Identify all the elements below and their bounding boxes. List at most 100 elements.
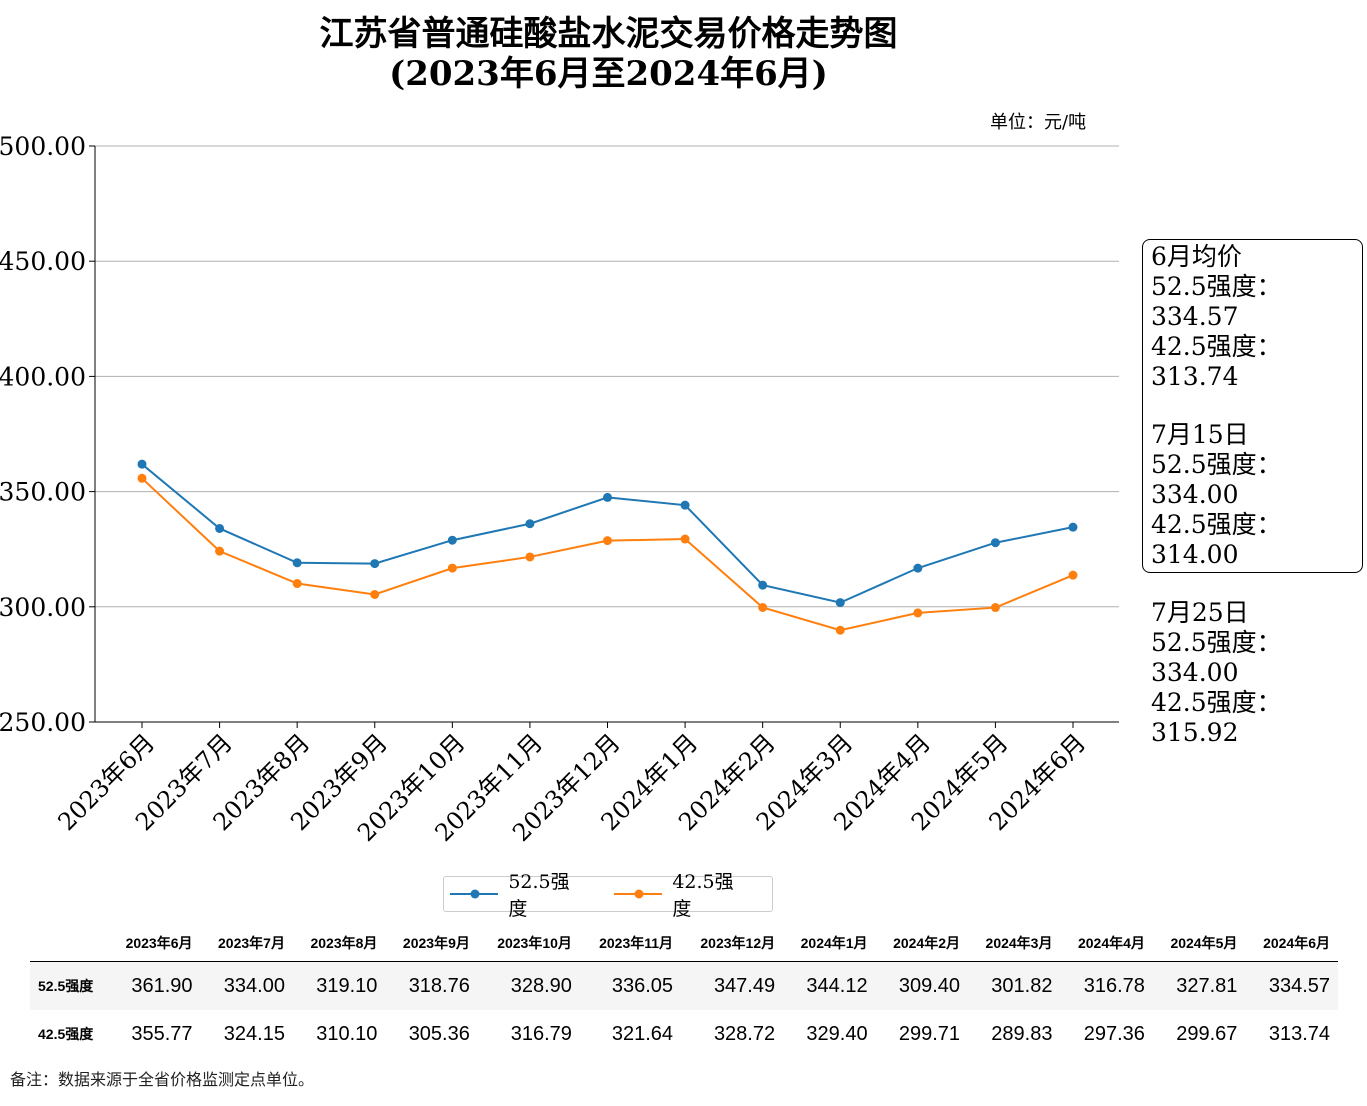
table-header: 2023年9月 bbox=[385, 925, 478, 962]
chart-subtitle: (2023年6月至2024年6月) bbox=[389, 54, 828, 94]
table-header: 2023年8月 bbox=[292, 925, 386, 962]
note-line: 52.5强度：334.57 bbox=[1151, 272, 1282, 331]
data-point bbox=[292, 558, 302, 568]
table-cell: 328.72 bbox=[713, 1022, 776, 1045]
table-cell: 305.36 bbox=[408, 1022, 470, 1045]
y-tick-label: 500.00 bbox=[0, 132, 86, 161]
legend-label: 42.5强度 bbox=[672, 871, 734, 920]
legend-item: 52.5强度 bbox=[450, 867, 586, 921]
table-header: 2023年12月 bbox=[681, 925, 784, 962]
data-point bbox=[603, 492, 612, 502]
table-cell: 318.76 bbox=[385, 961, 478, 1010]
table-cell: 361.90 bbox=[108, 961, 201, 1010]
row-label: 42.5强度 bbox=[38, 1026, 94, 1042]
note-line: 7月15日 bbox=[1151, 420, 1249, 449]
data-point bbox=[913, 563, 923, 573]
note-line: 6月均价 bbox=[1151, 242, 1242, 271]
table-cell: 355.77 bbox=[131, 1022, 193, 1045]
table-cell: 334.57 bbox=[1245, 961, 1338, 1010]
data-point bbox=[447, 563, 457, 573]
data-point bbox=[603, 536, 612, 546]
data-point bbox=[758, 602, 768, 612]
note-line: 42.5强度：313.74 bbox=[1151, 332, 1282, 391]
data-point bbox=[990, 603, 1000, 613]
data-point bbox=[525, 552, 535, 562]
table-header: 2024年6月 bbox=[1245, 925, 1338, 962]
data-point bbox=[137, 459, 147, 469]
data-point bbox=[835, 625, 845, 635]
note-line: 52.5强度：334.00 bbox=[1151, 628, 1282, 687]
table-cell: 328.90 bbox=[477, 961, 580, 1010]
y-tick-label: 350.00 bbox=[0, 478, 86, 507]
data-point bbox=[990, 538, 1000, 548]
table-cell: 329.40 bbox=[806, 1022, 868, 1045]
table-cell: 313.74 bbox=[1268, 1022, 1330, 1045]
note-line: 52.5强度：334.00 bbox=[1151, 450, 1282, 509]
table-cell: 297.36 bbox=[1083, 1022, 1145, 1045]
data-point bbox=[215, 523, 225, 533]
data-point bbox=[913, 608, 923, 618]
data-point bbox=[1068, 522, 1078, 532]
note-spacer bbox=[1151, 392, 1354, 420]
data-point bbox=[370, 589, 380, 599]
table-cell: 289.83 bbox=[991, 1022, 1053, 1045]
row-label: 52.5强度 bbox=[30, 961, 109, 1010]
table-header: 2023年11月 bbox=[579, 925, 682, 962]
table-header: 2023年7月 bbox=[200, 925, 293, 962]
table-header: 2023年10月 bbox=[477, 925, 580, 962]
footnote: 备注：数据来源于全省价格监测定点单位。 bbox=[10, 1070, 315, 1089]
table-cell: 324.15 bbox=[223, 1022, 285, 1045]
data-point bbox=[137, 473, 147, 483]
note-line: 7月25日 bbox=[1151, 598, 1249, 627]
price-note-box: 6月均价 52.5强度：334.57 42.5强度：313.74 7月15日 52.5强… bbox=[1142, 239, 1363, 747]
legend-label: 52.5强度 bbox=[508, 871, 570, 920]
series-line-0 bbox=[141, 463, 1074, 604]
table-header: 2024年1月 bbox=[783, 925, 876, 962]
y-tick-label: 300.00 bbox=[0, 593, 86, 622]
note-spacer bbox=[1151, 570, 1354, 598]
legend-item: 42.5强度 bbox=[614, 867, 750, 921]
line-chart: 250.00300.00350.00400.00450.00500.002023… bbox=[0, 132, 1119, 847]
table-header: 2023年6月 bbox=[108, 925, 201, 962]
table-header: 2024年2月 bbox=[875, 925, 969, 962]
table-cell: 347.49 bbox=[681, 961, 784, 1010]
table-cell: 316.79 bbox=[510, 1022, 572, 1045]
note-line: 42.5强度：315.92 bbox=[1151, 688, 1282, 747]
data-point bbox=[1068, 570, 1078, 580]
table-header: 2024年5月 bbox=[1152, 925, 1246, 962]
y-tick-label: 250.00 bbox=[0, 708, 86, 737]
data-point bbox=[447, 535, 457, 545]
legend-marker-icon bbox=[450, 889, 499, 899]
table-header: 2024年4月 bbox=[1060, 925, 1153, 962]
data-point bbox=[680, 534, 690, 544]
table-row: 42.5强度 355.77 324.15 310.10 305.36 316.79 321.… bbox=[30, 1010, 1338, 1058]
data-point bbox=[292, 579, 302, 589]
data-point bbox=[758, 580, 768, 590]
table-cell: 316.78 bbox=[1060, 961, 1153, 1010]
table-cell: 344.12 bbox=[783, 961, 876, 1010]
table-cell: 299.67 bbox=[1176, 1022, 1238, 1045]
data-table: 2023年6月 2023年7月 2023年8月 2023年9月 2023年10月 2023… bbox=[30, 925, 1338, 1058]
data-point bbox=[525, 519, 535, 529]
table-cell: 327.81 bbox=[1152, 961, 1246, 1010]
data-point bbox=[680, 500, 690, 510]
table-cell: 334.00 bbox=[200, 961, 293, 1010]
table-cell: 309.40 bbox=[875, 961, 969, 1010]
legend-marker-icon bbox=[614, 889, 663, 899]
table-cell: 299.71 bbox=[898, 1022, 961, 1045]
data-point bbox=[215, 546, 225, 556]
data-point bbox=[835, 598, 845, 608]
table-cell: 319.10 bbox=[292, 961, 386, 1010]
table-cell: 321.64 bbox=[611, 1022, 674, 1045]
legend: 52.5强度 42.5强度 bbox=[443, 871, 773, 920]
table-header: 2024年3月 bbox=[968, 925, 1061, 962]
y-tick-label: 450.00 bbox=[0, 247, 86, 276]
data-point bbox=[370, 559, 380, 569]
table-cell: 301.82 bbox=[968, 961, 1061, 1010]
table-row: 52.5强度 361.90 334.00 319.10 318.76 328.90 336.… bbox=[30, 961, 1338, 1010]
table-corner bbox=[30, 925, 109, 962]
y-tick-label: 400.00 bbox=[0, 362, 86, 391]
table-cell: 336.05 bbox=[579, 961, 682, 1010]
table-cell: 310.10 bbox=[316, 1022, 378, 1045]
chart-title: 江苏省普通硅酸盐水泥交易价格走势图 bbox=[319, 14, 898, 54]
